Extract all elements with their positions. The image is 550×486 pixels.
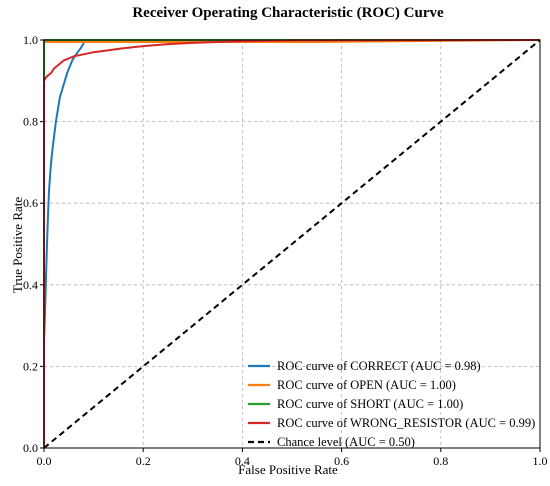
series-line-4	[43, 39, 541, 449]
x-tick-label: 0.6	[334, 454, 349, 468]
legend-label-2: ROC curve of SHORT (AUC = 1.00)	[277, 397, 463, 411]
series-line-3	[43, 39, 541, 448]
x-tick-label: 1.0	[533, 454, 548, 468]
y-tick-label: 0.8	[23, 115, 38, 129]
legend-label-4: Chance level (AUC = 0.50)	[277, 435, 415, 449]
x-tick-label: 0.0	[37, 454, 52, 468]
legend-label-3: ROC curve of WRONG_RESISTOR (AUC = 0.99)	[277, 416, 535, 430]
y-tick-label: 0.6	[23, 196, 38, 210]
y-tick-label: 1.0	[23, 33, 38, 47]
axis-ticks: 0.0 0.2 0.4 0.6 0.8 1.0 0.0 0.2 0.4 0.6 0.8 1.0	[23, 33, 548, 468]
y-tick-label: 0.0	[23, 441, 38, 455]
legend: ROC curve of CORRECT (AUC = 0.98) ROC cur…	[248, 359, 535, 449]
x-tick-label: 0.2	[136, 454, 151, 468]
plot-frame	[43, 39, 541, 449]
legend-label-1: ROC curve of OPEN (AUC = 1.00)	[277, 378, 456, 392]
y-tick-label: 0.4	[23, 278, 38, 292]
x-axis-label: False Positive Rate	[238, 462, 338, 477]
y-tick-label: 0.2	[23, 359, 38, 373]
y-axis-label: True Positive Rate	[10, 197, 25, 294]
x-tick-label: 0.4	[235, 454, 250, 468]
chart-title: Receiver Operating Characteristic (ROC) …	[132, 5, 444, 21]
x-tick-label: 0.8	[433, 454, 448, 468]
legend-label-0: ROC curve of CORRECT (AUC = 0.98)	[277, 359, 481, 373]
